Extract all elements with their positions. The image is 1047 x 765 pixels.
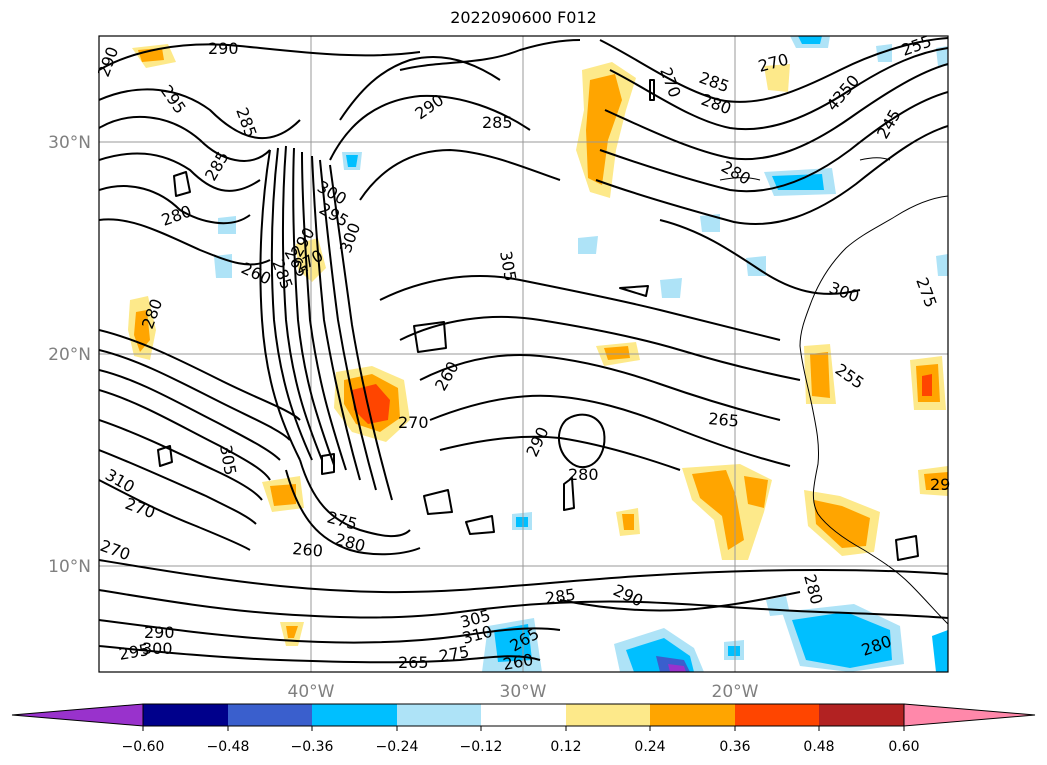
negative-anomaly-area <box>346 155 358 167</box>
lon-tick-label: 20°W <box>712 682 759 702</box>
contour-label: 285 <box>544 585 577 608</box>
contour-label: 290 <box>208 39 239 58</box>
positive-anomaly-area <box>924 472 948 490</box>
lat-tick-label: 20°N <box>48 345 91 365</box>
colorbar-extend-high <box>903 703 1036 727</box>
lat-tick-label: 30°N <box>48 133 91 153</box>
colorbar-tick-label: −0.36 <box>291 739 334 755</box>
contour-label: 265 <box>708 409 740 431</box>
negative-anomaly-area <box>932 630 948 672</box>
contour-label: 265 <box>398 653 429 672</box>
contour-label: 260 <box>292 539 324 561</box>
positive-anomaly-area <box>764 64 790 92</box>
colorbar-tick-label: −0.24 <box>376 739 419 755</box>
contour-label: 29 <box>930 475 950 494</box>
positive-anomaly-area <box>622 514 634 530</box>
colorbar-tick-label: −0.48 <box>207 739 250 755</box>
page-title: 2022090600 F012 <box>450 8 597 27</box>
positive-anomaly-area <box>810 352 830 398</box>
contour-label: 270 <box>398 413 429 432</box>
negative-anomaly-area <box>700 214 720 232</box>
contour-label: 285 <box>482 113 513 132</box>
colorbar-segment <box>566 704 650 726</box>
map-frame <box>98 35 949 673</box>
colorbar-tick-label: −0.12 <box>460 739 503 755</box>
positive-anomaly-area <box>270 484 296 506</box>
colorbar-segment <box>481 704 566 726</box>
positive-anomaly-area <box>922 374 932 396</box>
positive-anomaly-area <box>814 500 870 548</box>
negative-anomaly-area <box>218 216 236 234</box>
gridlines <box>99 36 948 672</box>
colorbar-tick-label: 0.12 <box>550 739 581 755</box>
negative-anomaly-area <box>578 236 598 254</box>
contour-label: 300 <box>142 639 173 658</box>
contour-label: 280 <box>568 465 599 484</box>
negative-anomaly-area <box>936 46 948 66</box>
colorbar-segment <box>819 704 904 726</box>
positive-anomaly-area <box>352 384 390 424</box>
colorbar-tick-label: 0.36 <box>719 739 750 755</box>
negative-anomaly-area <box>660 278 682 298</box>
lat-tick-label: 10°N <box>48 557 91 577</box>
negative-anomaly-area <box>728 646 740 656</box>
colorbar: −0.60 −0.48 −0.36 −0.24 −0.12 0.12 0.24 … <box>11 703 1036 755</box>
negative-anomaly-area <box>798 36 822 44</box>
negative-anomaly-area <box>792 612 892 668</box>
coastline <box>719 157 948 625</box>
negative-anomaly-area <box>876 44 892 62</box>
colorbar-segment <box>143 704 228 726</box>
axis-labels: 40°W 30°W 20°W 30°N 20°N 10°N <box>48 133 759 702</box>
positive-anomaly-area <box>286 626 298 638</box>
positive-anomaly-area <box>604 346 630 360</box>
colorbar-tick-label: 0.24 <box>634 739 665 755</box>
colorbar-extend-low <box>11 703 144 727</box>
contour-label: 290 <box>144 623 175 642</box>
contour-label-group: 290 295 285 290 285 270 285 280 270 4350… <box>94 31 950 673</box>
negative-anomaly-area <box>214 254 232 278</box>
positive-anomaly-area <box>744 476 768 508</box>
colorbar-tick-label: 0.60 <box>888 739 919 755</box>
lon-tick-label: 40°W <box>288 682 335 702</box>
positive-anomaly-area <box>586 74 622 185</box>
colorbar-segment <box>312 704 397 726</box>
colorbar-segment <box>228 704 312 726</box>
colorbar-segment <box>650 704 735 726</box>
positive-anomaly-area <box>692 470 744 550</box>
contour-lines <box>99 37 948 664</box>
colorbar-frame <box>142 703 905 727</box>
negative-anomaly-area <box>668 664 686 672</box>
lon-tick-label: 30°W <box>500 682 547 702</box>
negative-anomaly-area <box>936 254 948 276</box>
shaded-anomaly-layer <box>128 36 948 672</box>
colorbar-segment <box>397 704 481 726</box>
negative-anomaly-area <box>516 517 528 527</box>
colorbar-tick-label: 0.48 <box>803 739 834 755</box>
colorbar-tick-label: −0.60 <box>122 739 165 755</box>
colorbar-segment <box>735 704 819 726</box>
